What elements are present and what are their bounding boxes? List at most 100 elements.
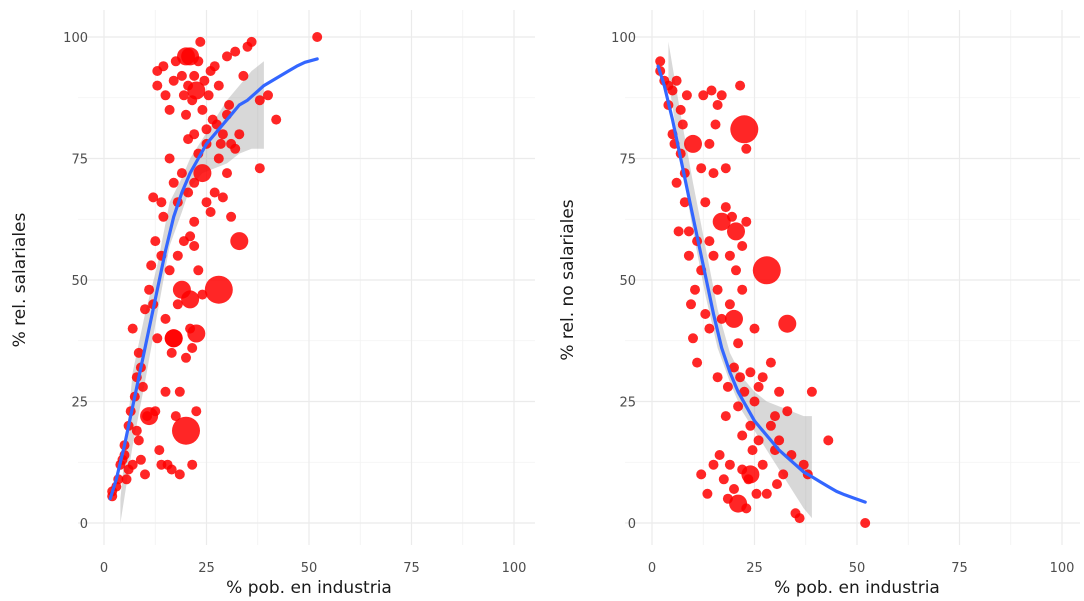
data-point — [164, 265, 175, 276]
data-point — [774, 386, 785, 397]
data-point — [724, 299, 735, 310]
y-tick-label: 25 — [619, 396, 636, 411]
data-point — [158, 211, 169, 222]
data-point — [737, 430, 748, 441]
data-point — [765, 357, 776, 368]
y-tick-label: 0 — [80, 517, 88, 532]
data-point — [675, 104, 686, 115]
data-point — [708, 168, 719, 179]
x-tick-label: 50 — [301, 561, 318, 576]
data-point — [164, 104, 175, 115]
data-point — [729, 362, 739, 373]
data-point — [234, 129, 245, 140]
data-point — [690, 284, 700, 295]
data-point — [745, 420, 756, 431]
data-point — [181, 47, 200, 66]
data-point — [246, 36, 257, 47]
data-point — [724, 459, 735, 470]
data-point — [197, 104, 208, 115]
data-point — [172, 299, 183, 310]
data-point — [673, 226, 684, 237]
data-point — [166, 464, 177, 475]
data-point — [176, 70, 187, 81]
left-x-axis-title: % pob. en industria — [226, 578, 392, 598]
right-y-axis-title: % rel. no salariales — [558, 199, 578, 360]
data-point — [133, 347, 144, 358]
data-point — [187, 459, 198, 470]
data-point — [735, 80, 746, 91]
data-point — [704, 323, 715, 334]
data-point — [164, 329, 183, 348]
right-panel-no-salariales: 0 25 50 75 100 0 25 50 75 100 % rel. no salariale… — [558, 10, 1080, 598]
data-point — [140, 304, 150, 315]
y-tick-label: 50 — [71, 274, 88, 289]
data-point — [230, 46, 241, 57]
data-point — [749, 323, 760, 334]
data-point — [741, 143, 752, 154]
data-point — [706, 85, 717, 96]
y-tick-label: 75 — [619, 153, 636, 168]
data-point — [193, 265, 204, 276]
x-tick-label: 0 — [648, 561, 656, 576]
data-point — [222, 168, 232, 179]
y-tick-label: 100 — [63, 31, 88, 46]
data-point — [720, 163, 731, 174]
data-point — [683, 226, 694, 237]
data-point — [195, 36, 206, 47]
data-point — [747, 445, 758, 456]
data-point — [730, 115, 759, 144]
data-point — [782, 406, 793, 417]
data-point — [692, 357, 703, 368]
data-point — [271, 114, 282, 125]
data-point — [199, 75, 210, 86]
data-point — [757, 459, 768, 470]
x-tick-label: 75 — [951, 561, 968, 576]
data-point — [189, 216, 200, 227]
data-point — [154, 445, 165, 456]
data-point — [684, 134, 702, 153]
data-point — [712, 212, 731, 231]
data-point — [168, 75, 179, 86]
data-point — [752, 256, 781, 285]
x-tick-label: 0 — [100, 561, 108, 576]
data-point — [213, 80, 224, 91]
data-point — [146, 260, 157, 271]
x-tick-label: 25 — [746, 561, 763, 576]
data-point — [671, 177, 682, 188]
data-point — [737, 284, 748, 295]
data-point — [735, 372, 746, 383]
data-point — [712, 100, 723, 110]
data-point — [230, 232, 249, 251]
data-point — [700, 197, 711, 208]
trend-line — [108, 57, 319, 501]
data-point — [213, 153, 224, 164]
data-point — [209, 187, 220, 198]
data-point — [172, 416, 200, 445]
data-point — [189, 70, 200, 81]
data-point — [745, 367, 756, 378]
data-point — [708, 459, 719, 470]
data-point — [158, 61, 169, 72]
data-point — [765, 420, 776, 431]
data-point — [189, 177, 200, 188]
data-point — [150, 236, 161, 247]
data-point — [733, 401, 744, 412]
data-point — [197, 289, 208, 300]
left-panel-salariales: 0 25 50 75 100 0 25 50 75 100 % rel. salariales %… — [10, 10, 535, 598]
data-point — [716, 313, 727, 324]
data-point — [778, 469, 789, 480]
data-point — [823, 435, 834, 446]
trend-line — [656, 64, 867, 504]
data-point — [135, 454, 146, 465]
data-point — [133, 435, 144, 446]
x-tick-label: 100 — [1050, 561, 1075, 576]
data-point — [263, 90, 273, 101]
x-tick-label: 25 — [198, 561, 215, 576]
data-point — [170, 411, 181, 422]
data-point — [778, 314, 797, 333]
data-point — [217, 192, 228, 203]
data-point — [164, 153, 175, 164]
data-point — [794, 513, 805, 524]
data-point — [187, 324, 206, 343]
data-point — [739, 386, 750, 397]
